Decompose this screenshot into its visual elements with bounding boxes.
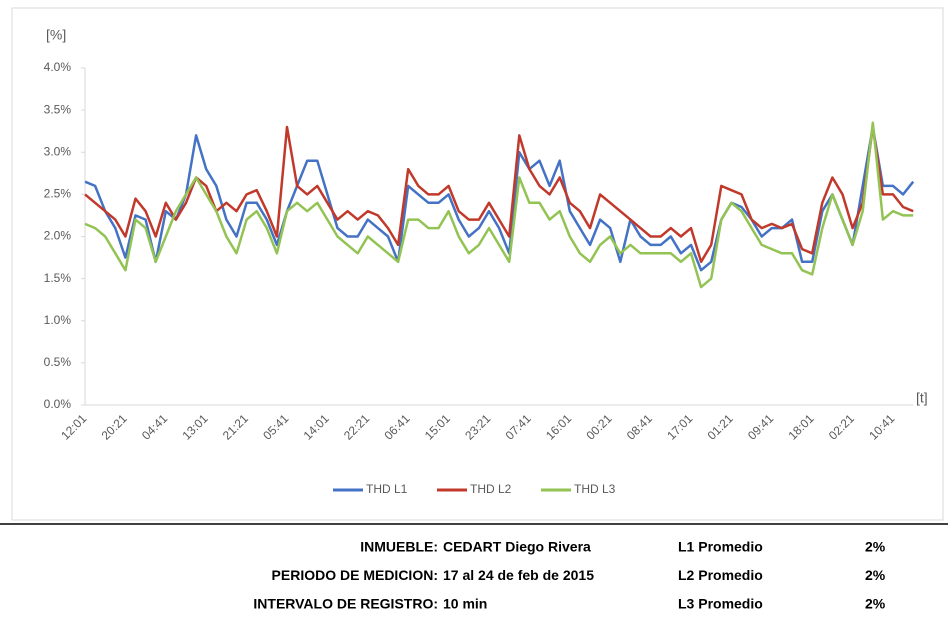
y-tick-label: 3.0% <box>44 144 72 158</box>
info-label: INTERVALO DE REGISTRO: <box>253 596 438 612</box>
y-tick-label: 4.0% <box>44 60 72 74</box>
info-metric-value: 2% <box>865 596 886 612</box>
info-value: CEDART Diego Rivera <box>443 539 591 555</box>
y-tick-label: 2.5% <box>44 187 72 201</box>
legend-label: THD L1 <box>366 482 408 496</box>
y-tick-label: 2.0% <box>44 229 72 243</box>
info-table: INMUEBLE: CEDART Diego Rivera L1 Promedio 2… <box>253 539 885 612</box>
info-label: PERIODO DE MEDICION: <box>272 567 438 583</box>
y-tick-label: 0.0% <box>44 397 72 411</box>
series-line <box>84 125 915 272</box>
info-metric: L3 Promedio <box>678 596 763 612</box>
info-value: 17 al 24 de feb de 2015 <box>443 567 594 583</box>
series-line <box>84 125 914 264</box>
chart-frame <box>11 7 944 521</box>
y-axis-title: [%] <box>46 27 66 43</box>
x-axis-title: [t] <box>916 390 928 406</box>
info-metric: L2 Promedio <box>678 567 763 583</box>
y-tick-label: 1.0% <box>44 313 72 327</box>
info-label: INMUEBLE: <box>360 539 438 555</box>
y-tick-label: 3.5% <box>44 102 72 116</box>
info-metric-value: 2% <box>865 539 886 555</box>
info-metric-value: 2% <box>865 567 886 583</box>
legend-label: THD L2 <box>470 482 512 496</box>
series-line <box>84 121 914 289</box>
info-metric: L1 Promedio <box>678 539 763 555</box>
legend-label: THD L3 <box>574 482 616 496</box>
y-tick-label: 0.5% <box>44 355 72 369</box>
y-tick-label: 1.5% <box>44 271 72 285</box>
info-value: 10 min <box>443 596 487 612</box>
